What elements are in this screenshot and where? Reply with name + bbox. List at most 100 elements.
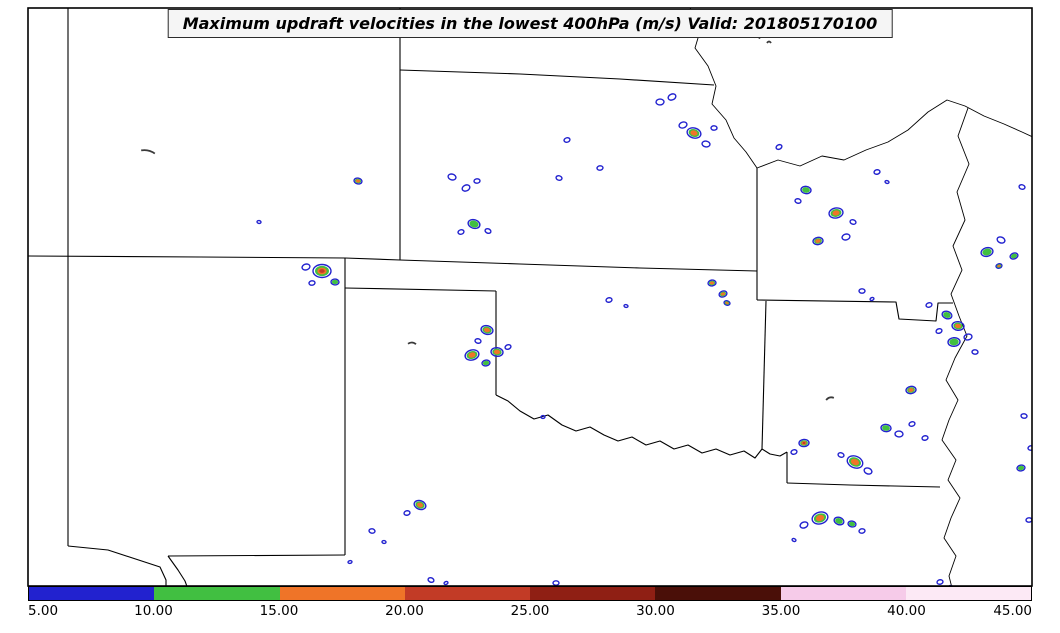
border-ks-ne-40N: [399, 69, 715, 86]
state-boundaries: [28, 8, 953, 586]
colorbar-segment-5-10: [29, 587, 155, 600]
storm-cell: [841, 233, 851, 241]
storm-cell: [863, 467, 873, 475]
storm-cell: [951, 320, 965, 332]
storm-cell: [941, 310, 953, 320]
storm-cell: [995, 263, 1003, 269]
mississippi-river: [941, 107, 970, 586]
storm-cell: [312, 263, 332, 279]
border-ok-ar: [761, 300, 767, 450]
storm-cell: [540, 414, 546, 420]
storm-cell: [490, 346, 504, 358]
storm-cell: [443, 580, 449, 586]
border-37N: [28, 255, 758, 272]
storm-cells: [141, 35, 1032, 586]
storm-cell: [1016, 464, 1026, 472]
storm-cell: [833, 516, 845, 526]
storm-cell: [461, 184, 471, 192]
storm-cell: [723, 300, 731, 306]
storm-cell: [710, 125, 718, 131]
colorbar: [28, 586, 1032, 601]
colorbar-segment-40-45: [905, 587, 1031, 600]
border-nm-bootheel: [67, 545, 167, 586]
storm-cell: [811, 511, 829, 525]
storm-cell: [473, 178, 481, 184]
storm-cell: [894, 430, 904, 438]
storm-cell: [791, 537, 797, 543]
storm-cell: [847, 520, 857, 528]
storm-cell: [825, 396, 835, 401]
border-ar-la: [786, 482, 941, 488]
storm-cell: [846, 455, 864, 469]
storm-cell: [1025, 517, 1032, 523]
storm-cell: [347, 559, 353, 565]
storm-cell: [794, 198, 802, 204]
storm-cell: [353, 177, 363, 185]
storm-cell: [427, 576, 435, 584]
colorbar-tick-35.00: 35.00: [761, 603, 801, 619]
colorbar-segment-25-30: [530, 587, 656, 600]
storm-cell: [655, 98, 665, 106]
colorbar-tick-20.00: 20.00: [385, 603, 424, 619]
storm-cell: [837, 452, 845, 458]
storm-cell: [996, 236, 1006, 244]
storm-cell: [828, 207, 844, 219]
border-mo-ar: [756, 299, 953, 322]
storm-cell: [504, 343, 512, 351]
border-nm-tx-south: [167, 554, 346, 557]
storm-cell: [596, 165, 604, 171]
storm-cell: [1020, 413, 1028, 419]
storm-cell: [667, 93, 677, 101]
storm-cell: [447, 173, 457, 181]
border-ok-panhandle-south: [344, 287, 497, 292]
colorbar-tick-5.00: 5.00: [28, 603, 59, 619]
storm-cell: [552, 580, 560, 586]
storm-cell: [947, 336, 961, 348]
storm-cell: [381, 539, 387, 545]
rivers: [689, 8, 1032, 586]
storm-cell: [467, 218, 481, 230]
storm-cell: [707, 279, 717, 287]
storm-cell: [908, 421, 916, 427]
storm-cell: [766, 40, 772, 44]
map-title: Maximum updraft velocities in the lowest…: [167, 9, 893, 38]
storm-cell: [980, 246, 994, 258]
storm-cell: [925, 302, 933, 308]
storm-cell: [812, 236, 824, 246]
storm-cell: [413, 499, 427, 511]
storm-cell: [800, 185, 812, 195]
storm-cell: [403, 510, 411, 516]
colorbar-segment-15-20: [279, 587, 405, 600]
map-border: [27, 7, 1033, 587]
colorbar-tick-10.00: 10.00: [134, 603, 173, 619]
storm-cell: [790, 449, 798, 455]
colorbar-tick-40.00: 40.00: [887, 603, 926, 619]
storm-cell: [678, 121, 688, 129]
storm-cell: [884, 179, 890, 185]
storm-cell: [935, 327, 943, 335]
missouri-river-ne: [689, 8, 758, 169]
storm-cell: [963, 333, 973, 341]
storm-cell: [308, 280, 316, 286]
storm-cell: [555, 175, 563, 181]
storm-cell: [799, 521, 809, 529]
storm-cell: [1009, 252, 1019, 260]
colorbar-tick-15.00: 15.00: [259, 603, 299, 619]
colorbar-ticks: 5.00 10.00 15.00 20.00 25.00 30.00 35.00 40.00 4…: [0, 603, 1060, 621]
colorbar-segment-20-25: [404, 587, 530, 600]
border-red-river: [495, 394, 788, 459]
storm-cell: [368, 528, 376, 534]
storm-cell: [474, 338, 482, 344]
storm-cell: [605, 297, 613, 303]
storm-cell: [686, 127, 702, 139]
storm-cell: [701, 140, 711, 148]
storm-cell: [921, 435, 929, 441]
storm-cell: [1018, 184, 1026, 190]
storm-cell: [481, 359, 491, 367]
colorbar-segment-10-15: [154, 587, 280, 600]
border-rio-grande: [167, 555, 188, 586]
storm-cell: [798, 438, 810, 448]
storm-cell: [775, 143, 783, 151]
storm-cell: [141, 149, 156, 155]
